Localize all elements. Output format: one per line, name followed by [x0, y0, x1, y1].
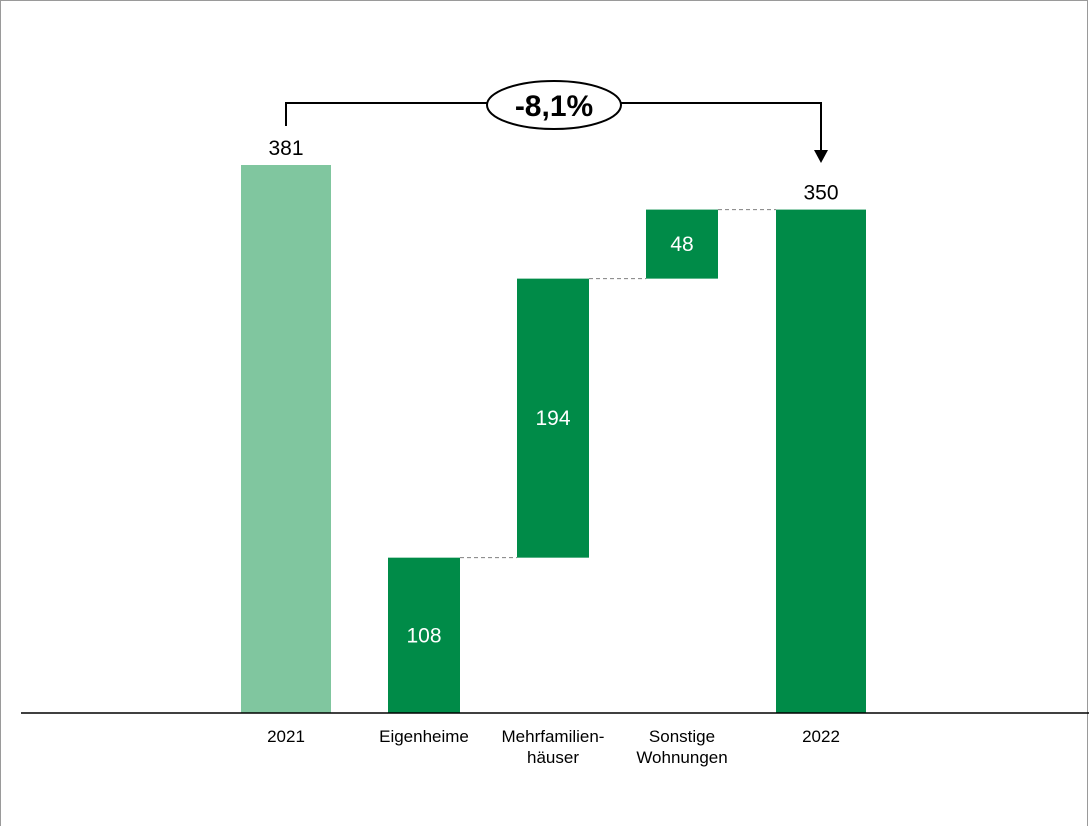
value-label-2: 194 [535, 407, 570, 430]
category-label-3: Sonstige Wohnungen [636, 727, 727, 767]
value-label-0: 381 [268, 137, 303, 160]
category-label-1: Eigenheime [379, 727, 469, 746]
category-label-2: Mehrfamilien-häuser [502, 727, 605, 767]
bar-0 [241, 165, 331, 713]
value-label-1: 108 [406, 624, 441, 647]
change-bracket: -8,1% [285, 80, 828, 163]
value-label-4: 350 [803, 182, 838, 205]
bar-1 [388, 557, 460, 713]
bar-2 [517, 278, 589, 558]
bar-4 [776, 209, 866, 713]
change-label: -8,1% [515, 90, 593, 123]
category-label-0: 2021 [267, 727, 305, 746]
arrow-down-icon [814, 150, 828, 163]
category-label-4: 2022 [802, 727, 840, 746]
change-badge [486, 80, 622, 130]
bar-3 [646, 209, 718, 279]
value-label-3: 48 [670, 233, 693, 256]
